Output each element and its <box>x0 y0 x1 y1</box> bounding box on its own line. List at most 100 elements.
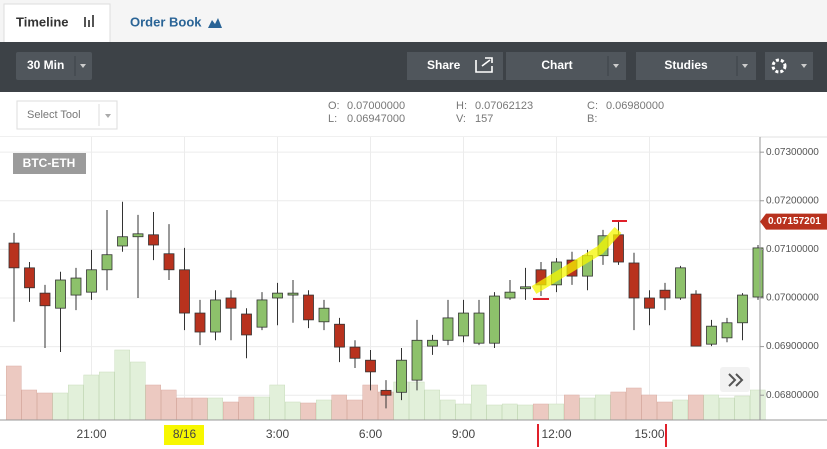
candle-body <box>8 242 20 269</box>
volume-bar <box>424 389 440 421</box>
candle-body <box>318 307 330 323</box>
volume-bar <box>316 399 332 421</box>
volume-bar <box>703 394 719 421</box>
studies-button[interactable] <box>636 52 756 80</box>
volume-bar <box>440 399 456 421</box>
candle-body <box>194 312 206 333</box>
candle-body <box>659 289 671 299</box>
volume-bar <box>6 365 22 421</box>
chevron-icon <box>728 373 744 387</box>
candle-body <box>442 317 454 341</box>
candle-body <box>675 267 686 299</box>
x-tick-label: 6:00 <box>359 427 383 441</box>
volume-bar <box>502 403 518 421</box>
volume-bar <box>300 402 316 421</box>
symbol-badge <box>13 153 86 174</box>
volume-bar <box>130 361 146 421</box>
tab-label[interactable]: Timeline <box>16 14 69 29</box>
axis: 0.06800000 0.06900000 0.07000000 0.07100000… <box>0 137 827 441</box>
candle-body <box>287 292 299 296</box>
ohlc-key: V: <box>456 113 466 125</box>
volume-bar <box>114 349 130 421</box>
candle-body <box>644 297 655 309</box>
volume-bar <box>657 401 673 421</box>
volume-bar <box>517 404 533 421</box>
caret <box>80 64 86 68</box>
plot <box>0 137 766 421</box>
volume-bar <box>533 403 549 421</box>
ohlc-key: O: <box>328 100 340 112</box>
candle-body <box>380 389 392 396</box>
volume-bar <box>37 392 53 421</box>
volume-bar <box>719 397 735 421</box>
x-tick-label: 3:00 <box>266 427 290 441</box>
candle-body <box>241 313 252 336</box>
chart-label[interactable]: Chart <box>541 58 572 72</box>
ohlc-value: 157 <box>475 113 493 125</box>
volume-bar <box>207 397 223 421</box>
candle-body <box>504 291 516 299</box>
ohlc-key: C: <box>587 100 598 112</box>
x-tick-label: 21:00 <box>76 427 106 441</box>
candle-body <box>55 279 66 309</box>
volume-bar <box>68 384 84 421</box>
studies-label[interactable]: Studies <box>664 58 708 72</box>
caret <box>613 64 619 68</box>
candle-body <box>256 299 268 328</box>
highlight-stroke <box>531 226 622 294</box>
candle-body <box>334 323 345 348</box>
candle-body <box>489 295 500 344</box>
caret <box>105 114 111 118</box>
volume-bar <box>641 394 657 421</box>
candle-body <box>86 269 97 293</box>
volume-bar <box>331 394 347 421</box>
settings-button[interactable] <box>765 52 813 80</box>
volume-bar <box>192 397 208 421</box>
ohlc-value: 0.06980000 <box>606 100 664 112</box>
candle-body <box>411 339 423 381</box>
share-button[interactable] <box>407 52 503 80</box>
candle-body <box>272 292 283 299</box>
select-tool[interactable] <box>16 100 118 130</box>
candle-body <box>365 359 376 373</box>
x-tick-label: 12:00 <box>541 427 571 441</box>
volume-bar <box>734 395 750 421</box>
caret <box>742 64 748 68</box>
candle-body <box>706 325 717 345</box>
volume-bar <box>254 396 270 421</box>
interval-button[interactable] <box>16 52 92 80</box>
candle-body <box>737 294 748 324</box>
y-tick-label: 0.07300000 <box>766 147 819 158</box>
candle-body <box>520 286 531 290</box>
volume-bar <box>610 391 626 421</box>
ohlc-value: 0.07000000 <box>347 100 405 112</box>
volume-bar <box>21 389 37 421</box>
candle-body <box>721 322 733 339</box>
volume-bar <box>672 399 688 421</box>
chart-button[interactable] <box>506 52 626 80</box>
share-icon <box>475 57 493 73</box>
x-tick-label: 15:00 <box>634 427 664 441</box>
volume-bar <box>471 384 487 421</box>
candle-body <box>303 294 314 321</box>
share-label[interactable]: Share <box>427 58 461 72</box>
volume-bar <box>688 394 704 421</box>
volume-bar <box>595 394 611 421</box>
volume-bar <box>161 389 177 421</box>
y-tick-label: 0.07000000 <box>766 293 819 304</box>
ohlc-key: B: <box>587 113 597 125</box>
volume-bar <box>285 401 301 421</box>
volume-bar <box>564 394 580 421</box>
interval-label[interactable]: 30 Min <box>27 58 64 72</box>
area-icon <box>208 18 222 28</box>
volume-bar <box>626 387 642 421</box>
tab-label[interactable]: Order Book <box>130 14 202 29</box>
select-tool-label[interactable]: Select Tool <box>27 109 81 121</box>
volume-bar <box>145 384 161 421</box>
tab-bar <box>0 0 827 42</box>
candle-body <box>163 253 175 271</box>
volume-bar <box>238 396 254 421</box>
volume-bar <box>548 403 564 421</box>
x-tick-label: 8/16 <box>173 427 197 441</box>
gear-icon <box>771 58 787 74</box>
